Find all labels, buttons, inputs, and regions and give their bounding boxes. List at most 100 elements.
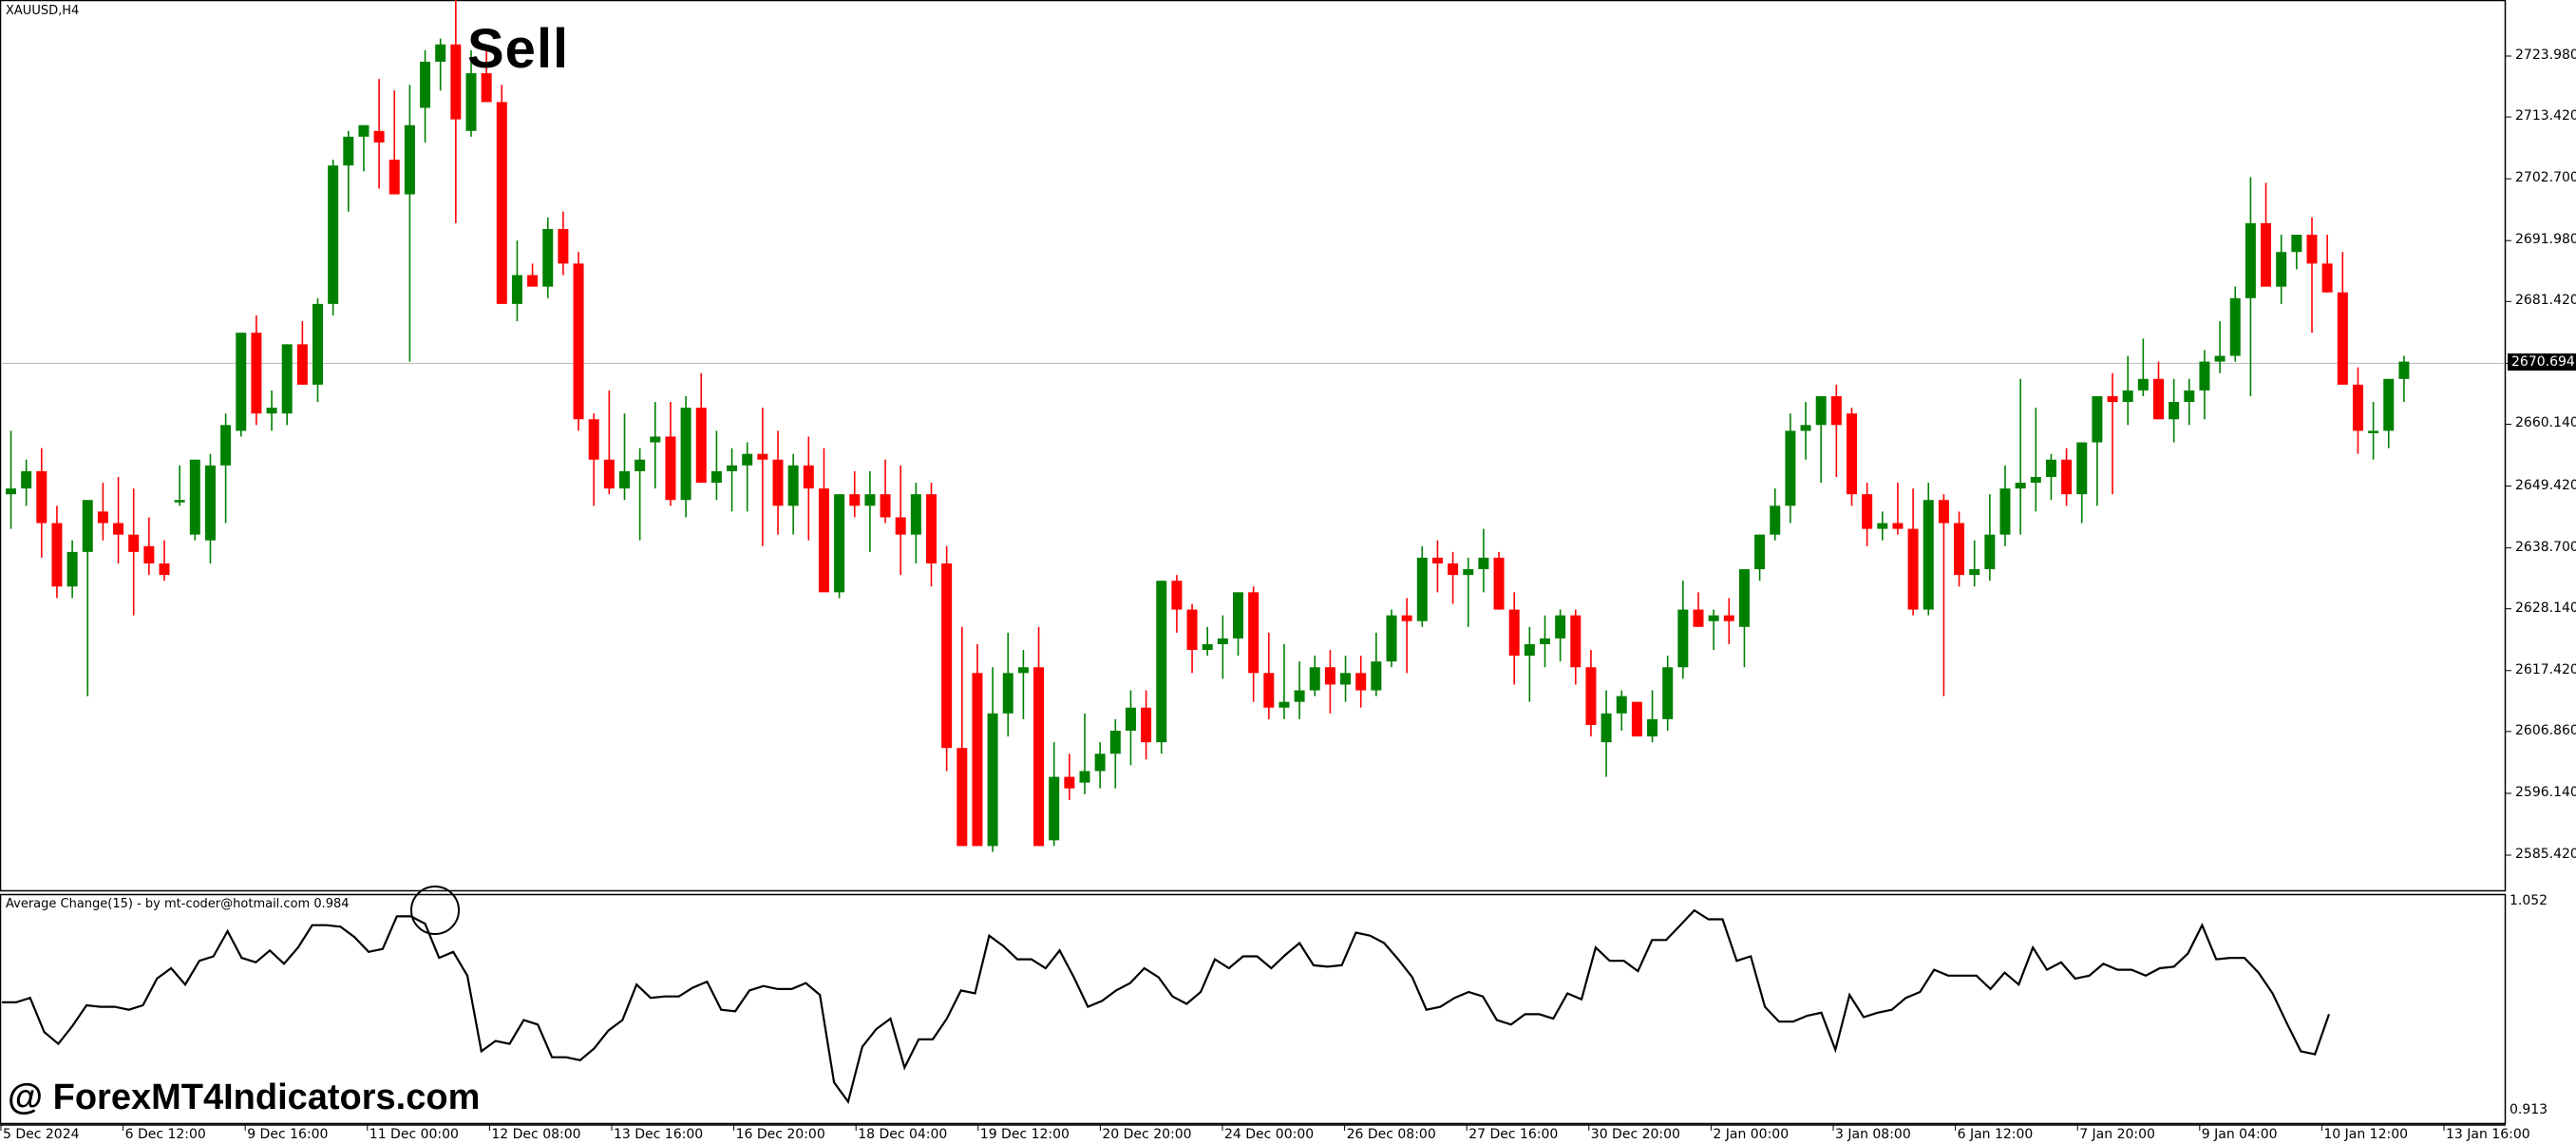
candle-body: [204, 465, 216, 541]
candle-body: [772, 459, 784, 506]
price-axis-label: 2585.420: [2515, 847, 2576, 862]
candle-body: [1616, 696, 1627, 714]
candle-body: [1094, 753, 1106, 772]
candle-body: [296, 344, 308, 385]
candle-body: [1662, 667, 1674, 719]
candle-body: [1723, 615, 1734, 621]
candle-body: [2276, 252, 2287, 287]
indicator-scale-max: 1.052: [2510, 893, 2548, 908]
candle-body: [496, 102, 507, 304]
candle-body: [910, 494, 921, 535]
candle-body: [1999, 488, 2011, 535]
candle-body: [588, 419, 599, 460]
candle-body: [511, 275, 522, 304]
candle-body: [220, 425, 232, 466]
candle-body: [404, 124, 415, 195]
candle-body: [2153, 378, 2164, 420]
candle-body: [2306, 235, 2318, 264]
candle-body: [128, 534, 140, 552]
candle-body: [1585, 667, 1597, 725]
candle-body: [2122, 390, 2133, 403]
candle-body: [251, 333, 262, 414]
candle-body: [1217, 638, 1228, 644]
candle-body: [1064, 776, 1075, 789]
signal-circle-marker: [410, 886, 460, 935]
candle-body: [1279, 701, 1290, 708]
candle-body: [2368, 430, 2379, 433]
candle-body: [358, 124, 369, 137]
candle-body: [420, 61, 431, 108]
candle-body: [281, 344, 293, 414]
indicator-pane-border: [0, 893, 2507, 1125]
candle-body: [1401, 615, 1412, 621]
candle-body: [1938, 500, 1949, 524]
candle-body: [36, 470, 47, 524]
candle-body: [481, 73, 492, 103]
time-axis-label: 7 Jan 20:00: [2079, 1127, 2155, 1142]
price-axis-label: 2723.980: [2515, 48, 2576, 63]
candle-body: [2107, 395, 2118, 403]
candle-body: [159, 563, 170, 576]
time-axis-label: 19 Dec 12:00: [979, 1127, 1070, 1142]
time-axis-label: 6 Dec 12:00: [124, 1127, 206, 1142]
candle-body: [542, 228, 554, 287]
candle-body: [1324, 667, 1335, 685]
candle-body: [1800, 425, 1811, 431]
candle-body: [727, 465, 738, 471]
candle-body: [313, 303, 323, 385]
candle-body: [1002, 673, 1013, 714]
candle-body: [834, 494, 845, 593]
time-axis-label: 12 Dec 08:00: [491, 1127, 581, 1142]
time-axis-label: 9 Jan 04:00: [2201, 1127, 2278, 1142]
candle-body: [6, 488, 16, 495]
candle-body: [328, 165, 339, 304]
candle-body: [941, 563, 953, 749]
candle-body: [957, 748, 968, 847]
candle-body: [2229, 297, 2241, 356]
candle-body: [21, 470, 32, 489]
candle-body: [2137, 378, 2149, 391]
candle-body: [435, 44, 446, 62]
candle-body: [1049, 776, 1060, 841]
price-axis-label: 2638.700: [2515, 539, 2576, 555]
candle-body: [650, 436, 661, 443]
candle-body: [2015, 483, 2026, 489]
price-axis-label: 2713.420: [2515, 108, 2576, 124]
time-axis-label: 6 Jan 12:00: [1957, 1127, 2034, 1142]
watermark-text: @ ForexMT4Indicators.com: [8, 1077, 481, 1117]
candle-body: [1524, 643, 1535, 657]
time-axis-label: 3 Jan 08:00: [1835, 1127, 1911, 1142]
candle-body: [1202, 643, 1213, 651]
candle-body: [236, 333, 247, 431]
candlestick-series: [6, 0, 2410, 852]
candle-body: [1984, 534, 1996, 570]
candle-body: [450, 44, 462, 120]
candle-body: [1448, 563, 1459, 576]
time-axis-label: 20 Dec 20:00: [1102, 1127, 1192, 1142]
candle-body: [1677, 609, 1689, 668]
candle-body: [2045, 459, 2056, 477]
candle-body: [82, 500, 93, 552]
candle-body: [1647, 718, 1658, 737]
symbol-timeframe-label: XAUUSD,H4: [6, 4, 80, 18]
indicator-line: [2, 908, 2331, 1105]
time-axis-label: 18 Dec 04:00: [858, 1127, 948, 1142]
candle-body: [818, 488, 829, 593]
candle-body: [388, 160, 400, 195]
price-axis-label: 2649.420: [2515, 477, 2576, 493]
candle-body: [2169, 402, 2180, 420]
candle-body: [1416, 557, 1428, 621]
candle-body: [695, 408, 707, 484]
candle-body: [972, 673, 983, 847]
candle-body: [1431, 557, 1443, 564]
candle-body: [1601, 713, 1612, 743]
candle-body: [558, 228, 569, 264]
candle-body: [1309, 667, 1320, 691]
candle-body: [1493, 557, 1505, 610]
candle-body: [1508, 609, 1520, 657]
candle-body: [189, 459, 200, 535]
candle-body: [1355, 673, 1367, 691]
candle-body: [266, 408, 277, 414]
